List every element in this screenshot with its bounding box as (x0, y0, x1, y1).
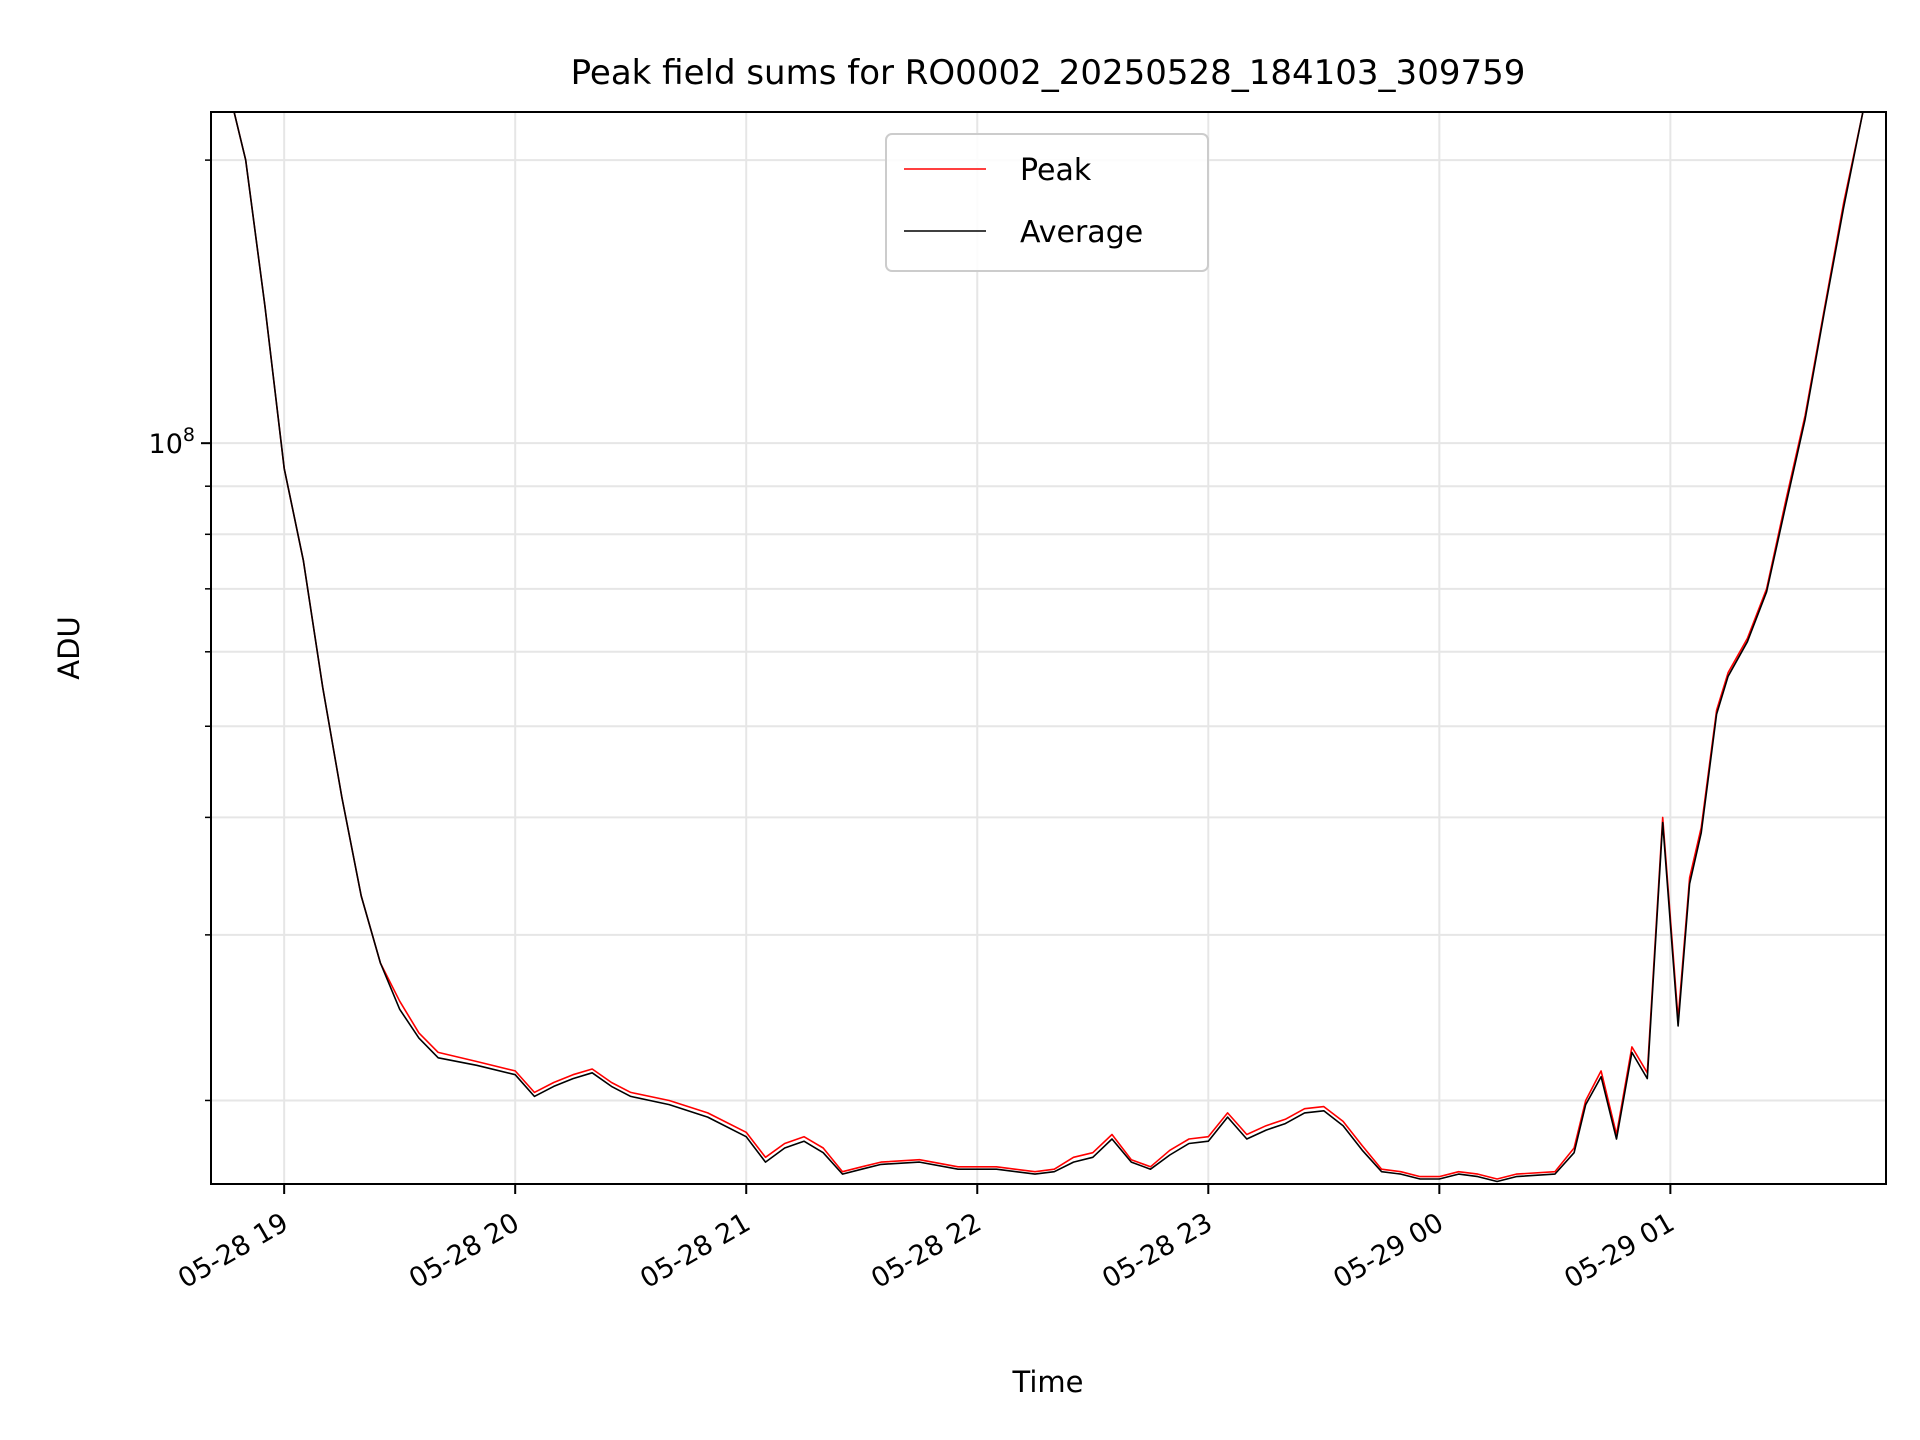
grid (211, 112, 1886, 1184)
legend-label-average: Average (1020, 215, 1143, 250)
series-line-average (211, 112, 1886, 1183)
chart-title: Peak field sums for RO0002_20250528_1841… (571, 53, 1526, 93)
axes-frame (210, 111, 1887, 1185)
plot-area (211, 112, 1886, 1183)
y-tick-label: 108 (149, 424, 195, 460)
x-axis-label: Time (1012, 1365, 1084, 1399)
legend: Peak Average (885, 133, 1209, 272)
legend-label-peak: Peak (1020, 153, 1092, 188)
y-axis-label: ADU (52, 616, 86, 679)
